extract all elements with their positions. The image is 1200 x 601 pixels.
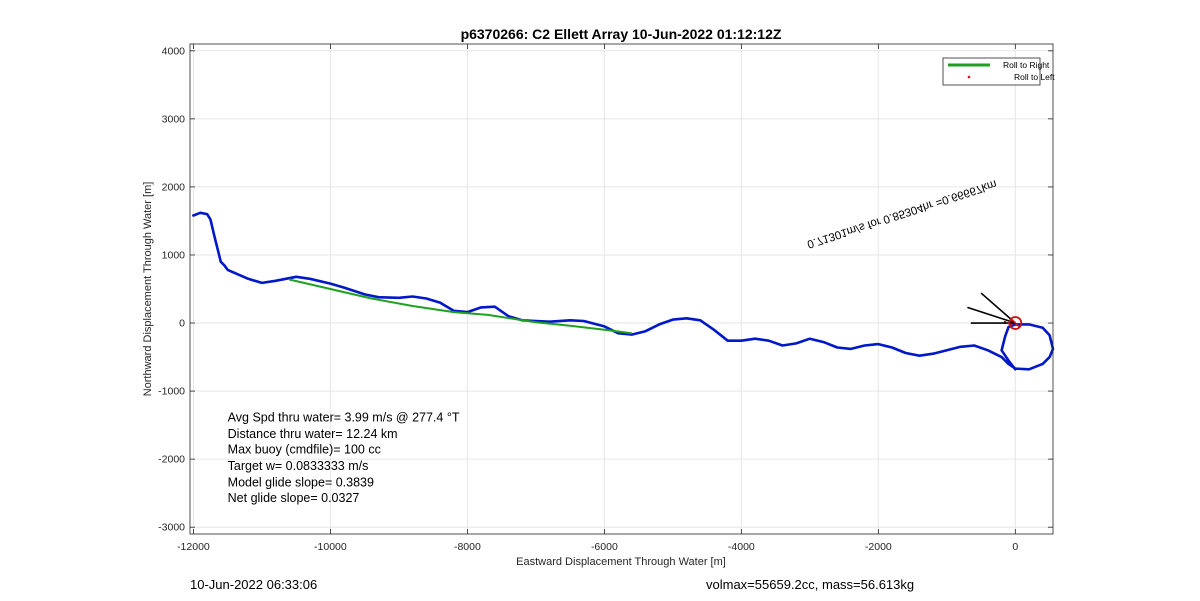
legend-marker-roll-left [967,75,971,79]
overlay-layer [967,292,1023,330]
series-roll-right-path [289,278,632,335]
y-tick-label: 4000 [162,45,186,57]
stats-annotation-line: Distance thru water= 12.24 km [228,427,398,441]
current-vector-line [967,306,1016,324]
stats-annotation-line: Target w= 0.0833333 m/s [228,459,369,473]
chart-title: p6370266: C2 Ellett Array 10-Jun-2022 01… [461,26,782,42]
y-tick-label: -3000 [158,522,185,534]
x-tick-label: -10000 [314,541,347,553]
stats-annotation-line: Max buoy (cmdfile)= 100 cc [228,443,381,457]
y-tick-label: 3000 [162,113,186,125]
ticks: -12000 -10000 -8000 -6000 -4000 -2000 0-3000-2… [158,44,1053,553]
series-track-path [192,211,1055,371]
end-marker-slash [1010,318,1020,328]
y-tick-label: 0 [179,318,185,330]
legend-box [942,57,1041,86]
y-tick-label: 1000 [162,249,186,261]
legend-label-roll-left: Roll to Left [1014,72,1055,82]
end-marker-circle [1008,316,1023,330]
x-tick-label: -4000 [728,541,755,553]
x-axis-label: Eastward Displacement Through Water [m] [516,556,726,568]
legend-label-roll-right: Roll to Right [1003,60,1050,70]
footer-timestamp: 10-Jun-2022 06:33:06 [190,577,318,592]
y-tick-label: -2000 [158,454,185,466]
legend: Roll to Right Roll to Left [942,57,1055,86]
x-tick-label: -8000 [454,541,481,553]
stats-annotation-line: Model glide slope= 0.3839 [228,475,374,489]
y-axis-label: Northward Displacement Through Water [m] [142,182,154,397]
x-tick-label: -12000 [177,541,210,553]
stats-annotation-line: Net glide slope= 0.0327 [228,491,360,505]
stats-annotation-line: Avg Spd thru water= 3.99 m/s @ 277.4 °T [228,411,460,425]
x-tick-label: -2000 [865,541,892,553]
y-tick-label: 2000 [162,181,186,193]
current-vector-line [980,292,1016,324]
x-tick-label: 0 [1012,541,1018,553]
footer-volmax-mass: volmax=55659.2cc, mass=56.613kg [706,577,915,592]
plot-frame [189,43,1054,535]
y-tick-label: -1000 [158,386,185,398]
x-tick-label: -6000 [591,541,618,553]
grid [190,44,1053,534]
